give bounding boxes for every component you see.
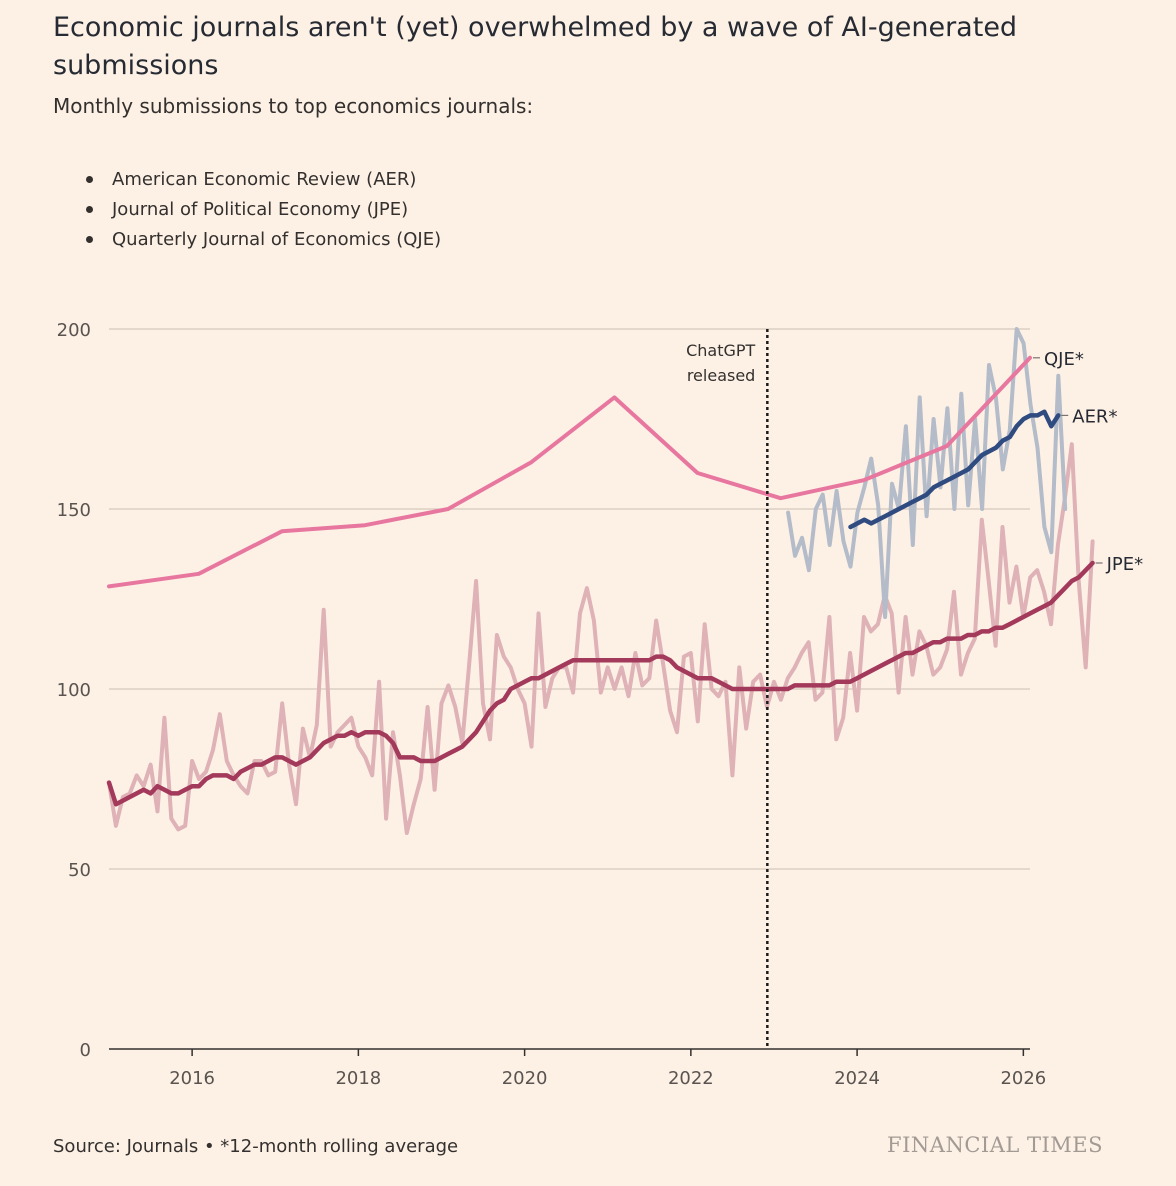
x-tick-label: 2024 <box>834 1068 880 1089</box>
legend-label-jpe: Journal of Political Economy (JPE) <box>112 198 409 220</box>
series-lines <box>106 327 1095 835</box>
y-tick-label: 200 <box>57 320 91 341</box>
aer-monthly-line <box>786 327 1068 619</box>
jpe-rolling-line <box>106 560 1095 807</box>
jpe-monthly-line <box>107 442 1095 835</box>
legend-label-qje: Quarterly Journal of Economics (QJE) <box>112 228 442 250</box>
bullet-icon <box>86 175 93 183</box>
aer-end-label: AER* <box>1072 406 1117 427</box>
legend: American Economic Review (AER) Journal o… <box>80 164 441 254</box>
chart-title: Economic journals aren't (yet) overwhelm… <box>53 12 1018 81</box>
x-tick-label: 2020 <box>502 1068 548 1089</box>
chart-subtitle: Monthly submissions to top economics jou… <box>53 94 534 118</box>
series-end-labels: QJE* AER* JPE* <box>1033 349 1143 575</box>
qje-rolling-line <box>107 355 1032 589</box>
source-note: Source: Journals • *12-month rolling ave… <box>53 1136 459 1157</box>
y-tick-label: 150 <box>57 500 91 521</box>
legend-label-aer: American Economic Review (AER) <box>112 168 417 190</box>
annotation: ChatGPT released <box>686 329 769 1049</box>
legend-item-jpe: Journal of Political Economy (JPE) <box>80 194 441 224</box>
x-tick-label: 2022 <box>668 1068 714 1089</box>
legend-item-qje: Quarterly Journal of Economics (QJE) <box>80 224 441 254</box>
y-tick-label: 100 <box>57 680 91 701</box>
axes: 0 50 100 150 200 2016 2018 2020 2022 2024 2026 <box>57 320 1047 1089</box>
bullet-icon <box>86 235 93 243</box>
x-tick-label: 2026 <box>1000 1068 1046 1089</box>
x-tick-label: 2018 <box>335 1068 381 1089</box>
jpe-end-label: JPE* <box>1106 554 1144 575</box>
ft-logo: FINANCIAL TIMES <box>887 1133 1103 1157</box>
y-tick-label: 50 <box>68 860 91 881</box>
chatgpt-annotation-line2: released <box>687 366 756 385</box>
aer-rolling-line <box>848 409 1061 530</box>
legend-item-aer: American Economic Review (AER) <box>80 164 441 194</box>
qje-end-label: QJE* <box>1044 349 1084 370</box>
chatgpt-annotation-line1: ChatGPT <box>686 341 755 360</box>
bullet-icon <box>86 205 93 213</box>
x-tick-label: 2016 <box>169 1068 215 1089</box>
y-tick-label: 0 <box>80 1040 91 1061</box>
